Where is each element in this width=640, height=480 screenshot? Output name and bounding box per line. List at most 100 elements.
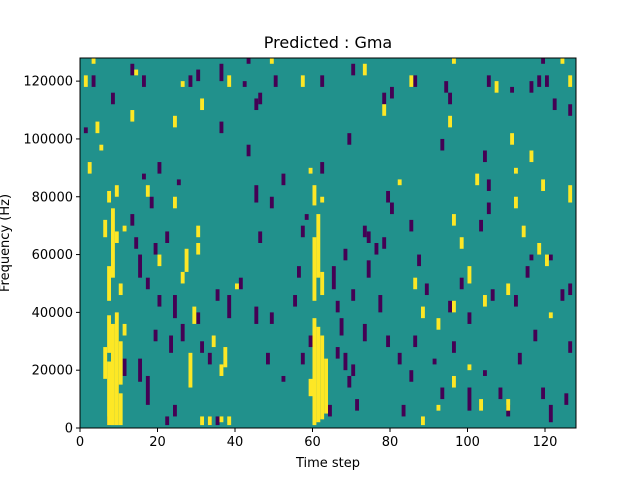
x-tick-label-3: 60 [304, 435, 321, 450]
heatmap-cell-high-79 [95, 121, 100, 134]
heatmap-cell-low-4 [173, 404, 177, 417]
heatmap-cell-high-31 [188, 352, 193, 388]
heatmap-cell-low-70 [440, 387, 445, 400]
heatmap-cell-low-95 [510, 86, 515, 93]
heatmap-cell-low-44 [219, 121, 224, 134]
heatmap-cell-high-1 [111, 323, 115, 426]
heatmap-cell-low-79 [498, 387, 503, 400]
heatmap-cell-high-34 [219, 364, 224, 376]
heatmap-cell-low-38 [297, 266, 301, 278]
heatmap-cell-low-35 [308, 335, 313, 348]
heatmap-cell-low-14 [138, 254, 143, 278]
heatmap-cell-high-22 [316, 214, 321, 278]
chart-title: Predicted : Gma [264, 33, 392, 52]
heatmap-cell-high-45 [436, 404, 441, 411]
heatmap-cell-high-46 [479, 399, 484, 411]
heatmap-cell-low-19 [149, 196, 154, 209]
heatmap-cells [83, 58, 573, 426]
y-tick-label-2: 40000 [32, 306, 73, 321]
heatmap-cell-high-48 [506, 399, 511, 411]
heatmap-cell-low-120 [130, 63, 135, 76]
heatmap-cell-low-8 [153, 329, 158, 342]
heatmap-cell-low-113 [254, 98, 259, 111]
heatmap-cell-high-55 [467, 266, 472, 284]
heatmap-cell-high-49 [467, 364, 472, 371]
heatmap-cell-low-5 [145, 375, 150, 405]
heatmap-cell-low-114 [246, 58, 251, 64]
heatmap-cell-low-71 [448, 300, 453, 313]
heatmap-cell-high-18 [316, 326, 321, 423]
heatmap-cell-low-21 [157, 162, 162, 174]
heatmap-cell-high-67 [180, 81, 185, 87]
heatmap-cell-high-4 [118, 341, 123, 385]
heatmap-cell-high-40 [157, 254, 162, 267]
heatmap-cell-high-8 [111, 208, 115, 278]
heatmap-cell-low-49 [343, 352, 348, 371]
heatmap-cell-low-102 [448, 92, 453, 105]
heatmap-cell-high-80 [130, 110, 135, 122]
heatmap-cell-low-90 [564, 393, 569, 405]
heatmap-cell-high-52 [452, 300, 456, 313]
heatmap-cell-low-56 [351, 289, 356, 301]
heatmap-cell-low-9 [169, 335, 174, 353]
heatmap-cell-low-52 [328, 404, 332, 417]
heatmap-cell-low-99 [545, 75, 549, 87]
heatmap-cell-low-13 [145, 277, 150, 290]
heatmap-cell-low-92 [548, 254, 553, 261]
heatmap-cell-high-56 [506, 283, 511, 296]
heatmap-cell-low-87 [560, 289, 565, 301]
heatmap-cell-low-37 [300, 225, 305, 238]
heatmap-cell-low-77 [483, 370, 487, 376]
heatmap-cell-high-54 [413, 277, 418, 290]
y-axis-label: Frequency (Hz) [0, 194, 13, 292]
heatmap-cell-low-78 [490, 289, 495, 301]
heatmap-cell-low-24 [200, 341, 205, 353]
heatmap-cell-low-53 [335, 347, 340, 359]
heatmap-cell-low-116 [219, 63, 224, 82]
heatmap-cell-high-20 [324, 358, 329, 414]
heatmap-cell-low-32 [266, 352, 270, 365]
heatmap-cell-low-97 [537, 75, 542, 87]
heatmap-cell-high-50 [436, 318, 441, 330]
x-tick-label-4: 80 [382, 435, 399, 450]
heatmap-cell-low-54 [351, 364, 356, 376]
x-tick-label-1: 20 [149, 435, 166, 450]
heatmap-cell-low-30 [258, 231, 263, 243]
heatmap-cell-high-43 [196, 225, 201, 238]
heatmap-cell-low-46 [331, 266, 336, 290]
heatmap-cell-high-0 [107, 361, 112, 426]
heatmap-cell-low-128 [374, 243, 379, 255]
heatmap-cell-low-81 [514, 295, 518, 307]
heatmap-cell-low-47 [335, 300, 340, 313]
y-axis: 0 20000 40000 60000 80000 100000 120000 [23, 75, 80, 437]
heatmap-cell-low-125 [486, 202, 491, 215]
heatmap-cell-low-68 [424, 283, 429, 296]
heatmap-cell-low-84 [533, 329, 538, 342]
heatmap-cell-low-112 [258, 92, 263, 105]
heatmap-cell-low-124 [486, 179, 491, 191]
heatmap-cell-low-50 [347, 375, 352, 388]
heatmap-cell-low-104 [440, 138, 445, 151]
heatmap-cell-high-15 [122, 225, 127, 232]
heatmap-cell-high-58 [537, 243, 542, 255]
heatmap-cell-low-118 [188, 75, 193, 87]
heatmap-cell-low-109 [347, 133, 352, 145]
plot-frame [79, 57, 577, 429]
heatmap-cell-low-126 [390, 202, 394, 215]
heatmap-cell-high-62 [475, 173, 480, 186]
heatmap-cell-low-16 [165, 231, 170, 243]
heatmap-cell-high-35 [192, 306, 197, 324]
heatmap-cell-low-65 [409, 219, 414, 232]
heatmap-cell-low-40 [269, 196, 274, 209]
heatmap-cell-low-101 [568, 104, 573, 116]
heatmap-cell-high-57 [545, 254, 549, 267]
heatmap-cell-high-64 [521, 225, 526, 238]
x-axis-label: Time step [295, 456, 360, 471]
heatmap-cell-high-42 [173, 196, 177, 209]
y-tick-label-0: 0 [65, 422, 73, 437]
heatmap-cell-low-28 [238, 277, 243, 290]
heatmap-cell-high-5 [103, 347, 108, 379]
heatmap-cell-high-25 [320, 196, 325, 203]
heatmap-cell-high-59 [548, 312, 553, 319]
heatmap-cell-high-13 [114, 185, 119, 197]
